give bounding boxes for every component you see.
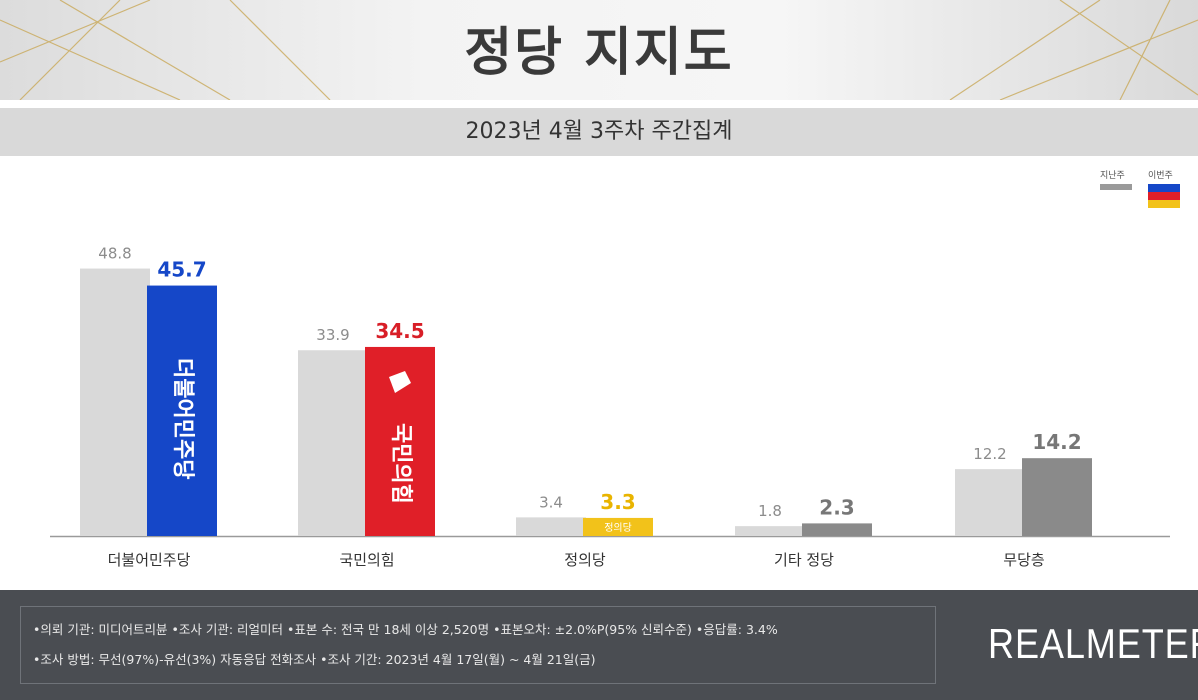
- legend-current-label: 이번주: [1148, 171, 1173, 181]
- gold-lines-decoration: [0, 0, 1198, 100]
- survey-info-line-1: •의뢰 기관: 미디어트리뷴 •조사 기관: 리얼미터 •표본 수: 전국 만 …: [33, 622, 778, 637]
- bar-current-0: [147, 285, 217, 536]
- bar-party-logo-2: 정의당: [604, 522, 632, 534]
- category-label-3: 기타 정당: [774, 551, 834, 569]
- value-label-previous-4: 12.2: [973, 445, 1006, 463]
- bar-previous-2: [516, 517, 586, 536]
- title-banner: 정당 지지도: [0, 0, 1198, 100]
- bar-current-2: [583, 517, 653, 536]
- category-label-2: 정의당: [564, 551, 606, 569]
- bar-previous-4: [955, 469, 1025, 536]
- chart-legend: 지난주 이번주: [1090, 168, 1190, 216]
- category-label-4: 무당층: [1003, 551, 1044, 569]
- value-label-current-0: 45.7: [157, 258, 206, 282]
- page-title: 정당 지지도: [464, 23, 734, 83]
- value-label-current-3: 2.3: [819, 495, 854, 519]
- category-label-0: 더불어민주당: [108, 551, 191, 569]
- realmeter-logo: REALMETER: [988, 620, 1198, 667]
- value-label-previous-3: 1.8: [758, 502, 782, 520]
- value-label-previous-2: 3.4: [539, 493, 563, 511]
- value-label-previous-0: 48.8: [98, 245, 131, 263]
- legend-previous-label: 지난주: [1100, 171, 1125, 181]
- ppp-emblem-icon: [389, 370, 411, 393]
- survey-info-line-2: •조사 방법: 무선(97%)-유선(3%) 자동응답 전화조사 •조사 기간:…: [33, 652, 596, 667]
- bar-current-4: [1022, 458, 1092, 536]
- bar-previous-1: [298, 350, 368, 536]
- subtitle-band: 2023년 4월 3주차 주간집계: [0, 108, 1198, 156]
- bar-current-3: [802, 523, 872, 536]
- value-label-current-1: 34.5: [375, 319, 424, 343]
- bar-previous-0: [80, 268, 150, 536]
- legend-previous-swatch: [1100, 184, 1132, 190]
- survey-info-box: •의뢰 기관: 미디어트리뷴 •조사 기관: 리얼미터 •표본 수: 전국 만 …: [20, 606, 936, 684]
- page-subtitle: 2023년 4월 3주차 주간집계: [465, 119, 733, 144]
- footer: •의뢰 기관: 미디어트리뷴 •조사 기관: 리얼미터 •표본 수: 전국 만 …: [0, 590, 1198, 700]
- legend-current-swatch: [1148, 184, 1180, 208]
- category-label-1: 국민의힘: [339, 551, 394, 569]
- value-label-previous-1: 33.9: [316, 326, 349, 344]
- bar-previous-3: [735, 526, 805, 536]
- bar-party-logo-0: 더불어민주당: [170, 358, 195, 479]
- bar-party-logo-1: 국민의힘: [388, 423, 413, 504]
- value-label-current-2: 3.3: [600, 490, 635, 514]
- value-label-current-4: 14.2: [1032, 430, 1081, 454]
